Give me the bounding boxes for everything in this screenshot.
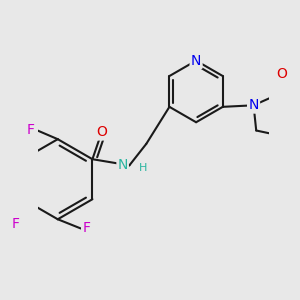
Text: N: N bbox=[118, 158, 128, 172]
Text: F: F bbox=[82, 221, 90, 236]
Text: H: H bbox=[139, 164, 147, 173]
Text: N: N bbox=[248, 98, 259, 112]
Text: O: O bbox=[96, 125, 107, 139]
Text: N: N bbox=[191, 54, 201, 68]
Text: O: O bbox=[276, 67, 286, 81]
Text: F: F bbox=[11, 217, 20, 231]
Text: F: F bbox=[27, 123, 35, 137]
